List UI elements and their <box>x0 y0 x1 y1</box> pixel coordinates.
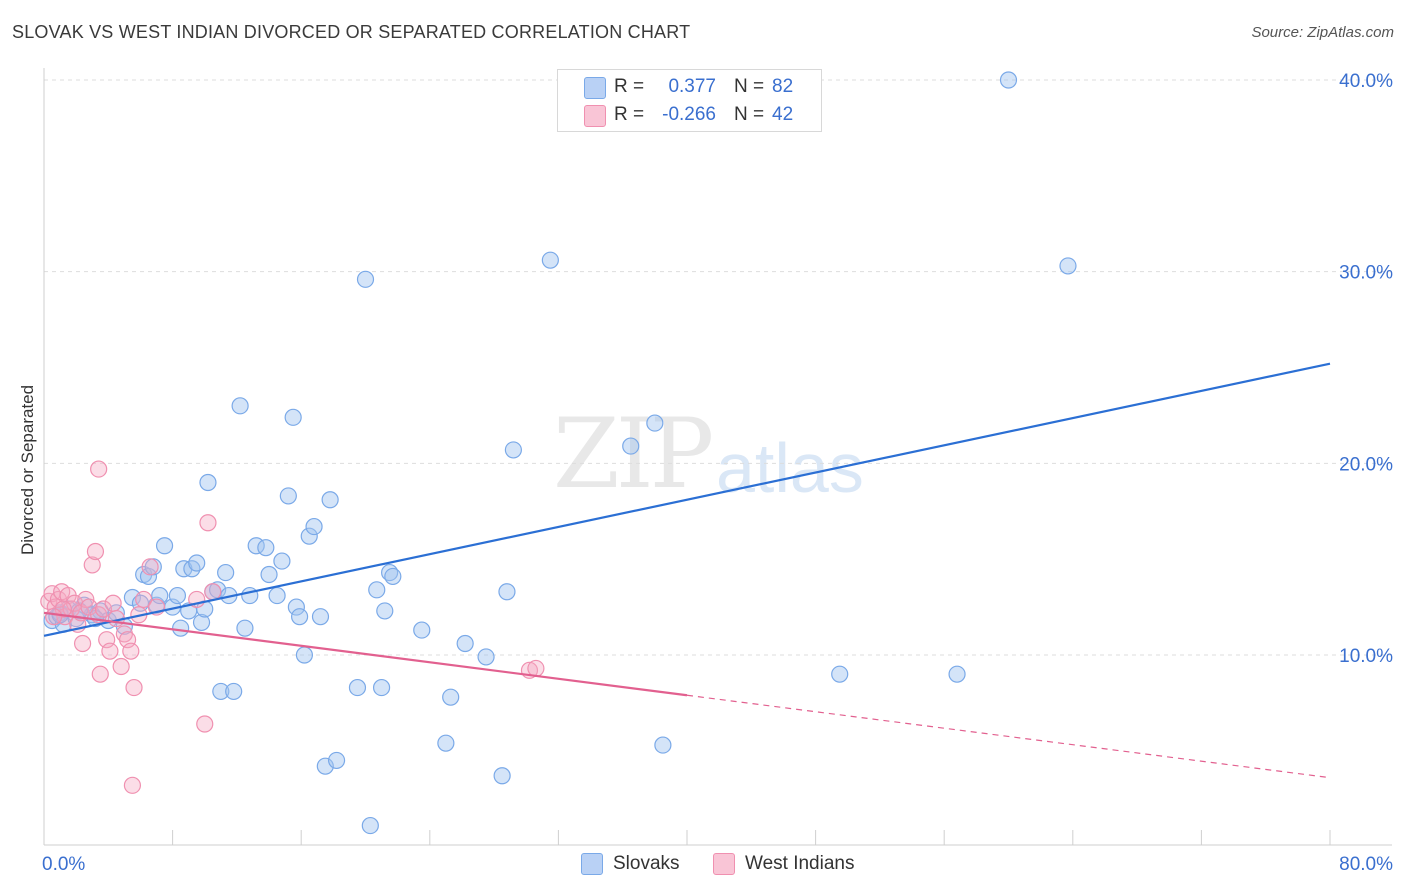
west-indians-point <box>73 634 92 653</box>
slovaks-point <box>504 441 522 459</box>
slovaks-legend-swatch <box>581 853 603 875</box>
slovaks-point <box>646 414 664 432</box>
slovaks-point <box>257 539 275 557</box>
x-tick-label: 0.0% <box>42 854 85 875</box>
slovaks-point <box>199 473 217 492</box>
slovaks-point <box>155 537 174 555</box>
west-indians-point <box>123 776 142 794</box>
slovaks-point <box>348 678 367 697</box>
n-label: N = <box>734 104 765 125</box>
slovaks-point <box>321 491 339 509</box>
stats-row-west-indians: R = -0.266 N = 42 <box>558 101 821 129</box>
slovaks-point <box>541 251 559 269</box>
legend-label: Slovaks <box>613 853 680 874</box>
west-indians-point <box>91 665 109 683</box>
west-indians-point <box>112 657 130 676</box>
slovaks-trend-line <box>43 362 1331 637</box>
west-indians-point <box>101 642 119 660</box>
slovaks-point <box>260 565 278 584</box>
chart-title: SLOVAK VS WEST INDIAN DIVORCED OR SEPARA… <box>12 22 691 42</box>
stats-box: R = 0.377 N = 82 R = -0.266 N = 42 <box>557 69 822 132</box>
slovaks-point <box>413 621 431 639</box>
west-indians-point <box>199 514 217 532</box>
slovaks-point <box>295 646 314 664</box>
west-indians-trend-line <box>43 611 688 697</box>
slovaks-point <box>311 608 330 626</box>
slovaks-point <box>327 751 346 770</box>
west-indians-point <box>196 715 214 733</box>
west-indians-point <box>86 542 105 561</box>
slovaks-point <box>212 682 230 701</box>
west-indians-point <box>141 558 159 576</box>
slovaks-point <box>305 517 323 536</box>
slovaks-point <box>217 563 235 582</box>
slovaks-point <box>1059 257 1077 275</box>
slovaks-point <box>172 619 190 637</box>
legend-label: West Indians <box>745 853 855 874</box>
slovaks-point <box>654 736 672 754</box>
slovaks-point <box>236 619 254 637</box>
slovaks-point <box>368 581 386 599</box>
slovaks-point <box>999 71 1018 89</box>
r-label: R = <box>614 104 645 125</box>
slovaks-point <box>192 613 211 632</box>
west-indians-point <box>122 642 140 660</box>
west-indians-point <box>83 556 101 574</box>
slovaks-point <box>290 608 309 626</box>
slovaks-point <box>231 397 249 415</box>
slovaks-point <box>384 567 402 586</box>
west-indians-point <box>204 583 222 601</box>
y-tick-label: 30.0% <box>1339 263 1393 284</box>
slovaks-point <box>437 734 455 752</box>
chart-source: Source: ZipAtlas.com <box>1251 24 1394 41</box>
slovaks-point <box>273 552 291 570</box>
slovaks-point <box>284 408 302 426</box>
y-axis-label: Divorced or Separated <box>18 384 37 555</box>
slovaks-point <box>372 678 391 697</box>
r-value: -0.266 <box>662 104 716 125</box>
west-indians-point <box>94 600 113 618</box>
slovaks-point <box>279 487 297 505</box>
y-tick-label: 20.0% <box>1339 454 1393 475</box>
n-value: 42 <box>772 104 794 125</box>
slovaks-point <box>287 598 305 616</box>
west-indians-point <box>90 460 108 478</box>
stats-row-slovaks: R = 0.377 N = 82 <box>558 73 821 101</box>
slovaks-point <box>376 602 394 620</box>
west-indians-point <box>45 608 63 626</box>
slovaks-point <box>493 767 511 785</box>
slovaks-point <box>477 648 495 666</box>
west-indians-point <box>125 678 143 697</box>
n-label: N = <box>734 76 765 97</box>
slovaks-point <box>188 554 206 572</box>
slovaks-point <box>456 634 474 653</box>
slovaks-swatch <box>584 77 606 99</box>
slovaks-point <box>268 586 286 605</box>
y-tick-label: 10.0% <box>1339 646 1393 667</box>
west-indians-point <box>135 590 153 609</box>
x-tick-label: 80.0% <box>1339 854 1393 875</box>
slovaks-point <box>442 688 460 706</box>
west-indians-swatch <box>584 105 606 127</box>
slovaks-point <box>622 437 640 455</box>
west-indians-legend-swatch <box>713 853 735 875</box>
slovaks-point <box>361 816 379 835</box>
slovaks-point <box>225 682 243 701</box>
slovaks-point <box>948 665 966 683</box>
west-indians-point <box>527 659 545 678</box>
legend: Slovaks West Indians <box>0 852 1406 878</box>
slovaks-point <box>356 270 375 288</box>
slovaks-point <box>498 583 516 601</box>
slovaks-point <box>300 527 318 545</box>
slovaks-point <box>831 665 849 683</box>
slovaks-point <box>168 586 187 605</box>
r-label: R = <box>614 76 645 97</box>
n-value: 82 <box>772 76 794 97</box>
r-value: 0.377 <box>668 76 716 97</box>
west-indians-trend-extension <box>686 694 1331 779</box>
y-tick-label: 40.0% <box>1339 71 1393 92</box>
west-indians-point <box>104 594 122 612</box>
